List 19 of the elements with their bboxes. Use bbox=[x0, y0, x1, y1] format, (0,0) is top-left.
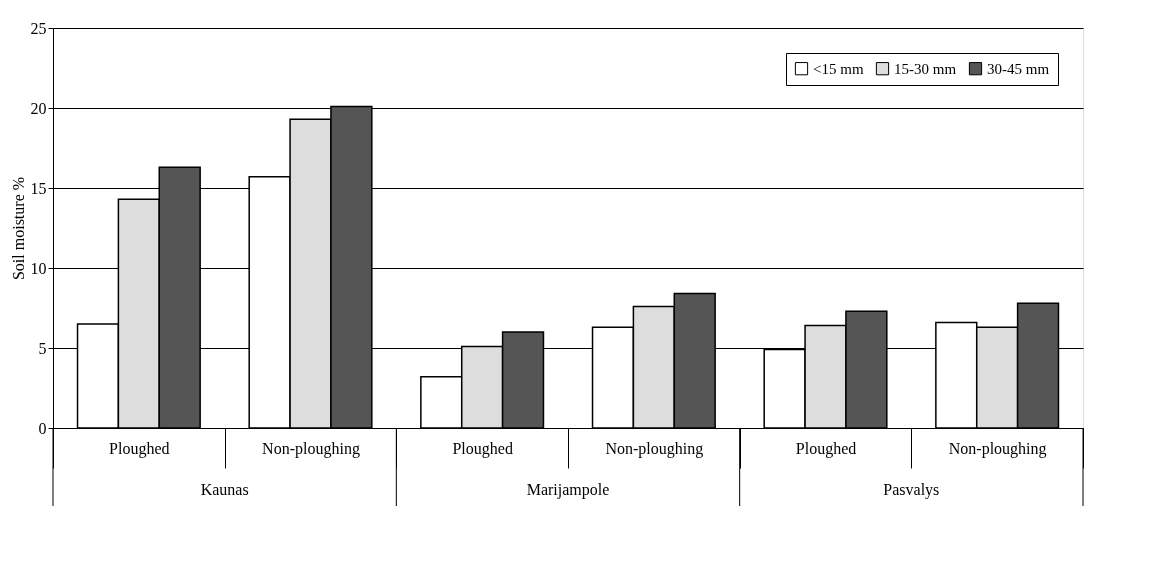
x-tick-label: Ploughed bbox=[452, 439, 513, 458]
text: Marijampole bbox=[526, 481, 610, 499]
x-tick-label: Non-ploughing bbox=[262, 439, 360, 458]
text: Kaunas bbox=[200, 481, 249, 498]
legend-label: 15-30 mm bbox=[894, 60, 957, 77]
y-tick-label: 10 bbox=[30, 259, 47, 277]
x-tick-label: Ploughed bbox=[109, 439, 170, 458]
y-axis-title: Soil moisture % bbox=[9, 176, 27, 281]
x-tick-label: Non-ploughing bbox=[605, 439, 704, 458]
y-tick-label: 5 bbox=[38, 339, 47, 357]
x-tick-label: Ploughed bbox=[795, 439, 857, 458]
text: Pasvalys bbox=[883, 481, 940, 499]
y-tick-label: 0 bbox=[38, 419, 47, 437]
legend-label: <15 mm bbox=[813, 60, 864, 77]
y-tick-label: 20 bbox=[30, 99, 47, 117]
y-tick-label: 15 bbox=[30, 179, 47, 197]
y-tick-label: 25 bbox=[30, 19, 47, 37]
x-tick-label: Non-ploughing bbox=[948, 439, 1047, 458]
legend-label: 30-45 mm bbox=[987, 60, 1050, 77]
